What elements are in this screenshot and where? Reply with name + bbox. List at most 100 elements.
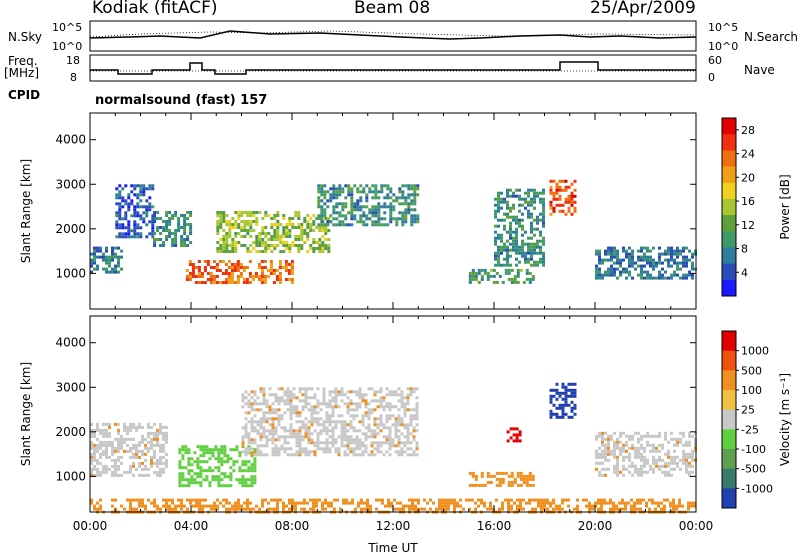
echo-cell (237, 241, 241, 244)
echo-cell (288, 223, 292, 226)
echo-cell (515, 242, 518, 246)
echo-cell (317, 199, 321, 203)
echo-cell (241, 438, 245, 442)
echo-cell (633, 501, 636, 505)
echo-cell (120, 440, 123, 444)
echo-cell (386, 187, 390, 191)
echo-cell (652, 446, 655, 450)
echo-cell (111, 267, 114, 271)
echo-cell (394, 420, 398, 424)
echo-cell (323, 190, 327, 194)
echo-cell (652, 434, 655, 438)
echo-cell (237, 226, 241, 229)
echo-cell (126, 470, 129, 474)
echo-cell (222, 214, 226, 217)
echo-cell (640, 470, 643, 474)
echo-cell (325, 429, 329, 433)
echo-cell (649, 464, 652, 468)
echo-cell (549, 394, 553, 398)
echo-cell (221, 260, 225, 263)
echo-cell (310, 441, 314, 445)
echo-cell (247, 441, 251, 445)
echo-cell (300, 235, 304, 238)
echo-cell (269, 260, 273, 263)
echo-cell (276, 235, 280, 238)
echo-cell (340, 432, 344, 436)
echo-cell (410, 217, 414, 221)
echo-cell (406, 447, 410, 451)
echo-cell (300, 244, 304, 247)
echo-cell (376, 444, 380, 448)
echo-cell (349, 390, 353, 394)
echo-cell (604, 437, 607, 441)
echo-cell (248, 272, 252, 275)
echo-cell (203, 260, 207, 263)
echo-cell (367, 423, 371, 427)
echo-cell (235, 448, 239, 452)
echo-cell (471, 474, 475, 478)
echo-cell (413, 208, 417, 212)
echo-cell (307, 441, 311, 445)
echo-cell (622, 443, 625, 447)
echo-cell (522, 474, 526, 478)
echo-cell (303, 501, 306, 505)
echo-cell (332, 190, 336, 194)
echo-cell (180, 504, 183, 508)
echo-cell (99, 452, 102, 456)
date-title: 25/Apr/2009 (590, 0, 696, 18)
echo-cell (661, 464, 664, 468)
echo-cell (247, 435, 251, 439)
echo-cell (191, 266, 195, 269)
echo-cell (324, 507, 327, 511)
echo-cell (241, 463, 245, 467)
echo-cell (199, 469, 203, 473)
echo-cell (622, 270, 625, 274)
echo-cell (276, 232, 280, 235)
echo-cell (289, 402, 293, 406)
echo-cell (337, 393, 341, 397)
echo-cell (124, 232, 128, 236)
echo-cell (177, 504, 180, 508)
echo-cell (135, 467, 138, 471)
echo-cell (393, 498, 396, 502)
echo-cell (610, 434, 613, 438)
echo-cell (364, 426, 368, 430)
echo-cell (214, 475, 218, 479)
echo-cell (124, 202, 128, 206)
echo-cell (317, 184, 321, 188)
echo-cell (298, 432, 302, 436)
echo-cell (277, 423, 281, 427)
echo-cell (366, 498, 369, 502)
echo-cell (127, 235, 131, 239)
echo-cell (322, 402, 326, 406)
echo-cell (368, 208, 372, 212)
echo-cell (395, 220, 399, 224)
echo-cell (343, 450, 347, 454)
echo-cell (536, 245, 539, 249)
echo-cell (186, 238, 190, 241)
echo-cell (441, 501, 444, 505)
echo-cell (174, 214, 178, 217)
echo-cell (181, 445, 185, 449)
echo-cell (226, 484, 230, 488)
echo-cell (512, 203, 515, 207)
echo-cell (290, 281, 294, 284)
echo-cell (477, 483, 481, 487)
echo-cell (211, 478, 215, 482)
echo-cell (289, 432, 293, 436)
echo-cell (530, 230, 533, 234)
echo-cell (388, 444, 392, 448)
echo-cell (174, 241, 178, 244)
echo-cell (153, 214, 157, 217)
echo-cell (273, 223, 277, 226)
echo-cell (261, 226, 265, 229)
echo-cell (310, 417, 314, 421)
echo-cell (159, 470, 162, 474)
echo-cell (316, 447, 320, 451)
echo-cell (498, 477, 502, 481)
echo-cell (612, 501, 615, 505)
echo-cell (162, 437, 165, 441)
echo-cell (156, 238, 160, 241)
y-axis-label: Slant Range [km] (19, 159, 33, 263)
